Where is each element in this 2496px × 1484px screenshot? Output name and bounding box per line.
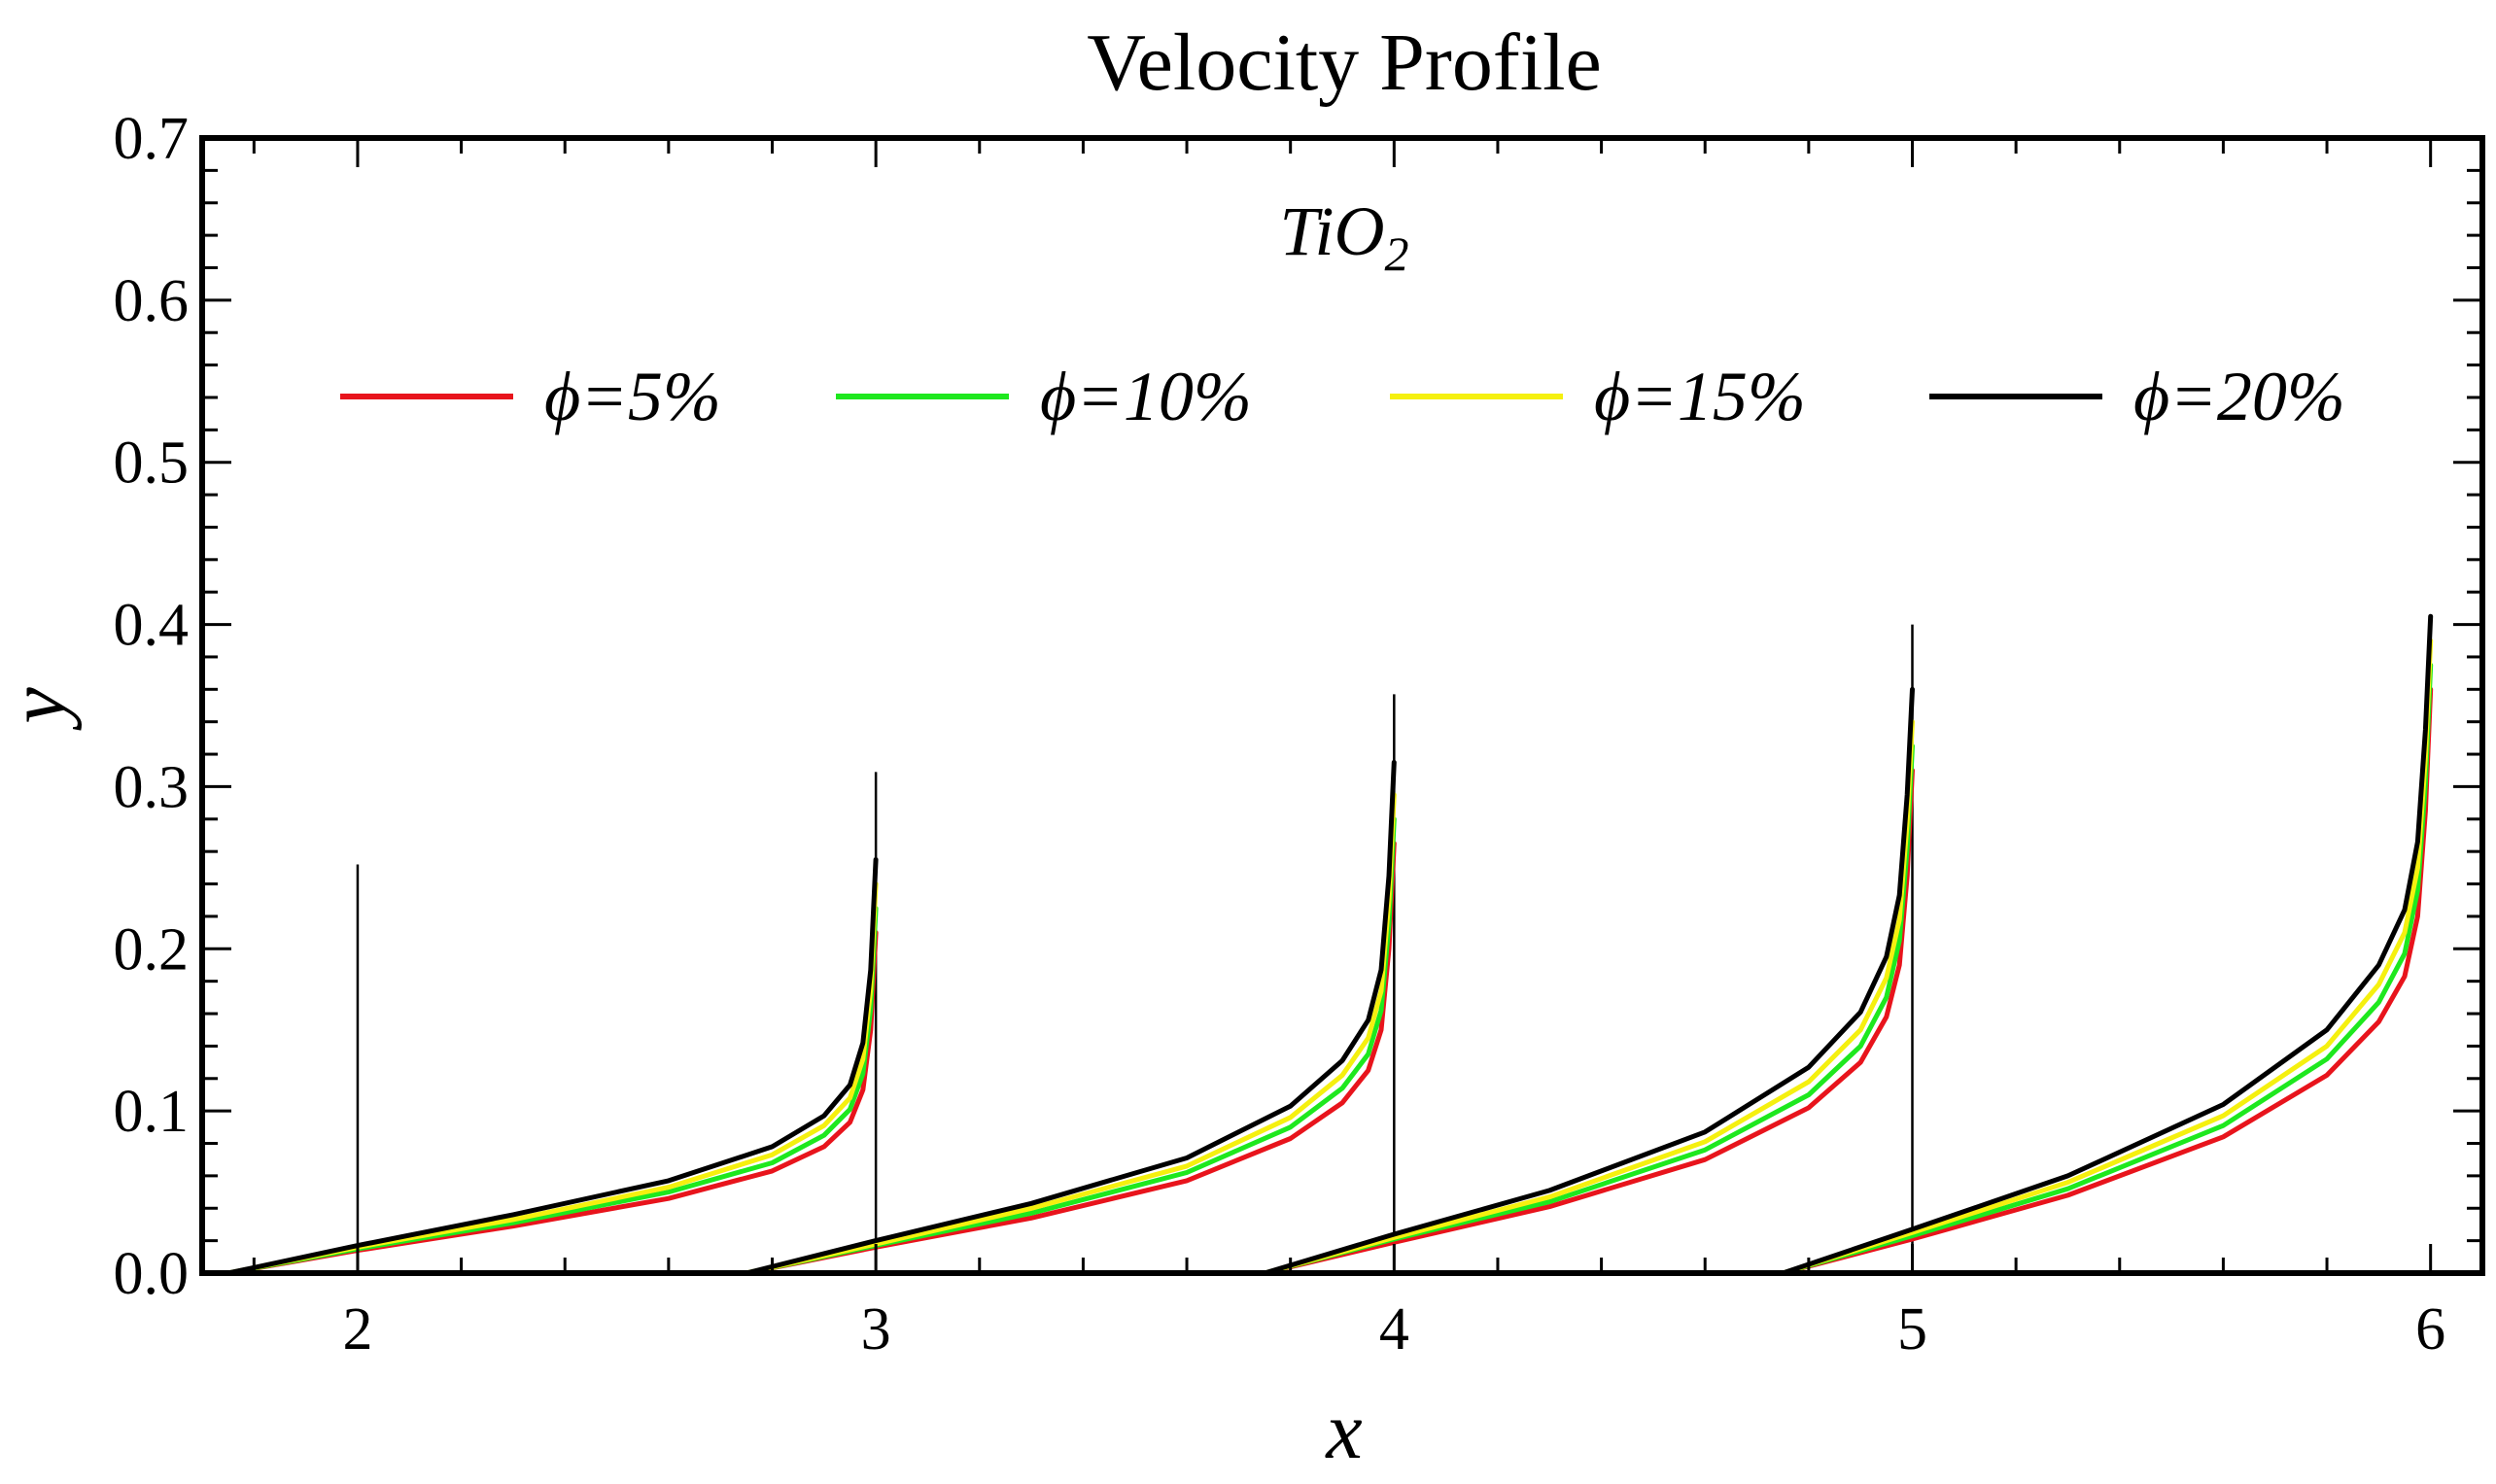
- legend-item-4: ϕ=20%: [1929, 358, 2345, 435]
- axis-ticks: 2 3 4 5 6 0.0 0.1 0.2 0.3 0.4 0.5 0.6 0.7: [114, 106, 2482, 1363]
- series-4-segment-3: [1262, 686, 1915, 1276]
- series-1-segment-4: [1780, 686, 2434, 1276]
- series-2-segment-2: [744, 816, 1397, 1276]
- series-4-segment-1: [225, 857, 879, 1276]
- x-tick-label-3: 3: [861, 1296, 891, 1363]
- legend-item-3: ϕ=15%: [1390, 358, 1806, 435]
- annotation-subscript: 2: [1385, 226, 1409, 281]
- plot-frame: [199, 135, 2485, 1276]
- x-tick-label-6: 6: [2415, 1296, 2445, 1363]
- y-tick-label-0.4: 0.4: [114, 593, 190, 659]
- series-4: [225, 613, 2434, 1276]
- y-tick-label-0.5: 0.5: [114, 431, 190, 497]
- vertical-lines: [356, 624, 1914, 1273]
- x-tick-label-2: 2: [342, 1296, 372, 1363]
- y-tick-label-0.2: 0.2: [114, 916, 190, 983]
- series-4-segment-2: [744, 759, 1397, 1276]
- y-tick-label-0.6: 0.6: [114, 268, 190, 334]
- series-3: [225, 638, 2434, 1276]
- y-axis-label: y: [0, 687, 83, 732]
- chart-title: Velocity Profile: [1087, 17, 1602, 108]
- series-4-segment-4: [1780, 613, 2434, 1276]
- y-tick-label-0.7: 0.7: [114, 106, 190, 172]
- x-tick-label-5: 5: [1897, 1296, 1927, 1363]
- series-lines: [225, 613, 2434, 1276]
- y-tick-label-0.0: 0.0: [114, 1241, 190, 1307]
- y-tick-label-0.1: 0.1: [114, 1079, 190, 1145]
- legend-label: ϕ=20%: [2133, 358, 2345, 435]
- series-1-segment-1: [225, 930, 879, 1276]
- legend-item-1: ϕ=5%: [340, 358, 721, 435]
- annotation-base: TiO: [1279, 192, 1384, 270]
- legend-label: ϕ=10%: [1040, 358, 1252, 435]
- x-tick-label-4: 4: [1379, 1296, 1409, 1363]
- legend-label: ϕ=5%: [544, 358, 721, 435]
- x-axis-label: x: [1324, 1386, 1362, 1476]
- tio2-annotation: TiO2: [1279, 192, 1408, 281]
- legend-label: ϕ=15%: [1594, 358, 1806, 435]
- y-tick-label-0.3: 0.3: [114, 754, 190, 820]
- series-1-segment-2: [744, 841, 1397, 1276]
- legend-item-2: ϕ=10%: [836, 358, 1252, 435]
- series-1: [225, 686, 2434, 1276]
- legend: ϕ=5% ϕ=10% ϕ=15% ϕ=20%: [340, 358, 2345, 435]
- series-1-segment-3: [1262, 768, 1915, 1276]
